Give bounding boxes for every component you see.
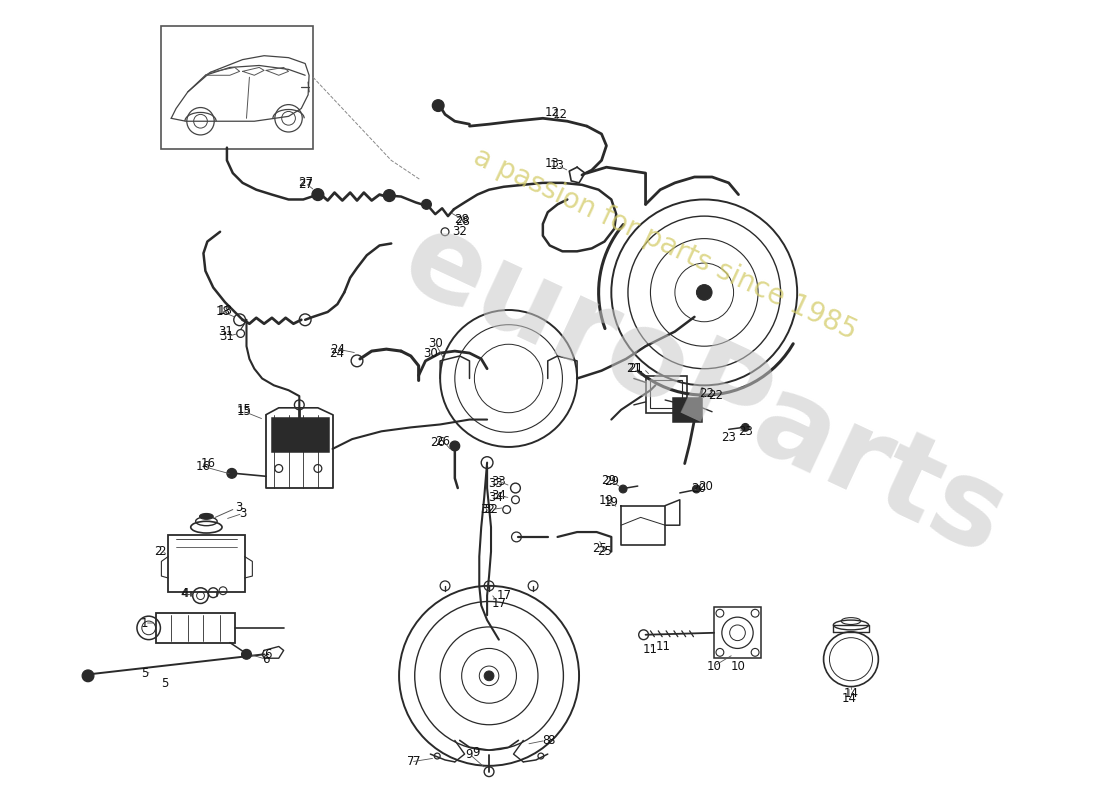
Text: 8: 8 bbox=[542, 734, 550, 747]
Text: 26: 26 bbox=[430, 435, 446, 449]
Text: 2: 2 bbox=[157, 545, 165, 558]
Text: 23: 23 bbox=[722, 430, 736, 444]
Text: 31: 31 bbox=[218, 325, 233, 338]
Text: 14: 14 bbox=[844, 687, 858, 700]
Text: 5: 5 bbox=[162, 677, 168, 690]
Text: 10: 10 bbox=[706, 659, 722, 673]
Circle shape bbox=[312, 189, 323, 201]
Text: 25: 25 bbox=[592, 542, 606, 555]
Bar bbox=[646, 375, 686, 413]
Bar bbox=[156, 614, 234, 642]
Text: 26: 26 bbox=[436, 434, 451, 447]
Bar bbox=[650, 381, 682, 408]
Circle shape bbox=[619, 485, 627, 493]
Circle shape bbox=[432, 100, 444, 111]
Bar bbox=[272, 418, 329, 452]
Text: 13: 13 bbox=[550, 158, 565, 172]
Ellipse shape bbox=[199, 514, 213, 519]
Text: euroParts: euroParts bbox=[385, 201, 1024, 580]
Circle shape bbox=[693, 485, 701, 493]
Text: 34: 34 bbox=[488, 491, 503, 504]
Text: 4: 4 bbox=[182, 587, 189, 600]
Text: 23: 23 bbox=[738, 425, 752, 438]
Text: 4: 4 bbox=[180, 587, 188, 600]
Bar bbox=[162, 26, 314, 149]
Text: 33: 33 bbox=[492, 474, 506, 488]
Text: 9: 9 bbox=[465, 747, 473, 761]
Text: 29: 29 bbox=[602, 474, 616, 486]
Text: 20: 20 bbox=[698, 479, 713, 493]
Text: 6: 6 bbox=[262, 653, 270, 666]
Text: 21: 21 bbox=[628, 362, 643, 375]
Circle shape bbox=[242, 650, 252, 659]
Text: 16: 16 bbox=[196, 460, 211, 473]
Circle shape bbox=[384, 190, 395, 202]
Text: 22: 22 bbox=[708, 389, 723, 402]
Circle shape bbox=[741, 423, 749, 431]
Bar bbox=[678, 403, 697, 418]
Text: 32: 32 bbox=[452, 226, 466, 238]
Circle shape bbox=[227, 469, 236, 478]
Text: a passion for parts since 1985: a passion for parts since 1985 bbox=[469, 142, 861, 345]
Text: 25: 25 bbox=[597, 545, 612, 558]
Text: 17: 17 bbox=[492, 597, 506, 610]
Text: 21: 21 bbox=[626, 362, 641, 375]
Text: 24: 24 bbox=[330, 342, 345, 356]
Text: 15: 15 bbox=[236, 403, 252, 416]
Text: 11: 11 bbox=[644, 643, 658, 656]
Bar bbox=[714, 607, 761, 658]
Circle shape bbox=[450, 441, 460, 451]
Text: 3: 3 bbox=[234, 501, 242, 514]
Text: 8: 8 bbox=[548, 734, 556, 747]
Text: 29: 29 bbox=[604, 474, 619, 488]
Text: 28: 28 bbox=[454, 213, 469, 226]
Text: 6: 6 bbox=[264, 648, 272, 661]
Text: 30: 30 bbox=[424, 346, 438, 359]
Text: 1: 1 bbox=[141, 617, 149, 630]
Text: 13: 13 bbox=[544, 157, 560, 170]
Text: 12: 12 bbox=[546, 106, 560, 119]
Text: 3: 3 bbox=[239, 507, 246, 520]
Text: 11: 11 bbox=[656, 640, 671, 653]
Text: 34: 34 bbox=[492, 490, 506, 502]
Text: 28: 28 bbox=[454, 215, 470, 229]
Text: 17: 17 bbox=[497, 589, 512, 602]
Text: 32: 32 bbox=[484, 503, 498, 516]
Text: 14: 14 bbox=[842, 692, 857, 705]
Circle shape bbox=[421, 199, 431, 210]
Text: 19: 19 bbox=[603, 496, 618, 510]
Text: 7: 7 bbox=[407, 755, 415, 769]
Bar bbox=[673, 398, 702, 422]
Circle shape bbox=[484, 671, 494, 681]
Text: 7: 7 bbox=[414, 755, 420, 769]
Text: 27: 27 bbox=[298, 178, 314, 191]
Text: 22: 22 bbox=[698, 386, 714, 400]
Text: 10: 10 bbox=[732, 659, 746, 673]
Text: 19: 19 bbox=[598, 494, 614, 507]
Text: 27: 27 bbox=[298, 176, 312, 190]
Bar bbox=[168, 535, 244, 592]
Text: 32: 32 bbox=[480, 503, 495, 516]
Circle shape bbox=[696, 285, 712, 300]
Text: 18: 18 bbox=[216, 306, 230, 318]
Text: 5: 5 bbox=[141, 667, 149, 680]
Text: 18: 18 bbox=[218, 303, 233, 317]
Text: 24: 24 bbox=[329, 346, 344, 359]
Text: 9: 9 bbox=[472, 746, 480, 758]
Text: 2: 2 bbox=[154, 545, 162, 558]
Text: 16: 16 bbox=[200, 457, 216, 470]
Text: 31: 31 bbox=[220, 330, 234, 343]
Text: 30: 30 bbox=[428, 337, 442, 350]
Text: 33: 33 bbox=[488, 477, 503, 490]
Text: 12: 12 bbox=[552, 108, 568, 121]
Text: 20: 20 bbox=[691, 482, 706, 494]
Text: 15: 15 bbox=[238, 406, 252, 418]
Circle shape bbox=[82, 670, 94, 682]
